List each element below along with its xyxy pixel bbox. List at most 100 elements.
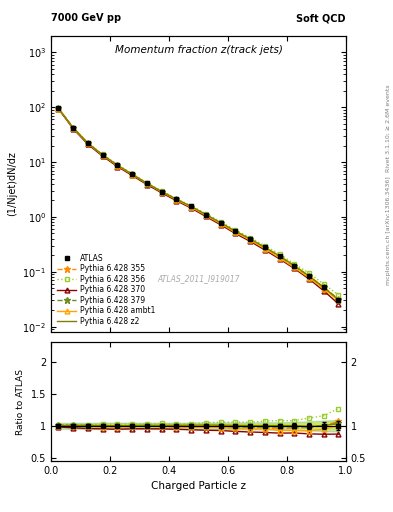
Pythia 6.428 ambt1 <box>277 255 282 261</box>
Pythia 6.428 ambt1 <box>86 140 90 146</box>
Pythia 6.428 z2 <box>71 125 75 131</box>
Pythia 6.428 370 <box>336 301 341 307</box>
Pythia 6.428 z2 <box>174 196 179 202</box>
Pythia 6.428 z2 <box>248 236 252 242</box>
Pythia 6.428 370 <box>130 173 134 179</box>
Pythia 6.428 355 <box>86 140 90 146</box>
Line: Pythia 6.428 379: Pythia 6.428 379 <box>55 105 342 303</box>
Pythia 6.428 z2 <box>130 171 134 177</box>
Pythia 6.428 355 <box>307 273 311 280</box>
Pythia 6.428 379 <box>292 263 297 269</box>
Text: mcplots.cern.ch [arXiv:1306.3436]: mcplots.cern.ch [arXiv:1306.3436] <box>386 176 391 285</box>
Pythia 6.428 370 <box>204 214 208 220</box>
Y-axis label: (1/Njet)dN/dz: (1/Njet)dN/dz <box>7 152 17 217</box>
Pythia 6.428 379 <box>321 284 326 290</box>
Pythia 6.428 356 <box>71 124 75 131</box>
Pythia 6.428 370 <box>321 288 326 294</box>
Pythia 6.428 356 <box>218 219 223 225</box>
Pythia 6.428 ambt1 <box>174 197 179 203</box>
X-axis label: Charged Particle z: Charged Particle z <box>151 481 246 491</box>
Line: Pythia 6.428 370: Pythia 6.428 370 <box>56 106 341 306</box>
Pythia 6.428 356 <box>56 105 61 111</box>
Text: Soft QCD: Soft QCD <box>296 13 346 23</box>
Pythia 6.428 355 <box>263 245 267 251</box>
Legend: ATLAS, Pythia 6.428 355, Pythia 6.428 356, Pythia 6.428 370, Pythia 6.428 379, P: ATLAS, Pythia 6.428 355, Pythia 6.428 35… <box>55 251 158 328</box>
Text: 7000 GeV pp: 7000 GeV pp <box>51 13 121 23</box>
Pythia 6.428 z2 <box>100 152 105 158</box>
Pythia 6.428 355 <box>100 153 105 159</box>
Pythia 6.428 355 <box>189 204 193 210</box>
Pythia 6.428 370 <box>189 205 193 211</box>
Pythia 6.428 370 <box>248 238 252 244</box>
Text: Momentum fraction z(track jets): Momentum fraction z(track jets) <box>114 45 283 55</box>
Pythia 6.428 ambt1 <box>204 212 208 219</box>
Pythia 6.428 379 <box>86 140 90 146</box>
Pythia 6.428 z2 <box>189 203 193 209</box>
Pythia 6.428 ambt1 <box>115 162 120 168</box>
Pythia 6.428 356 <box>321 281 326 287</box>
Pythia 6.428 356 <box>263 243 267 249</box>
Pythia 6.428 356 <box>130 170 134 177</box>
Pythia 6.428 z2 <box>115 162 120 168</box>
Line: Pythia 6.428 z2: Pythia 6.428 z2 <box>59 109 338 300</box>
Pythia 6.428 356 <box>248 234 252 241</box>
Pythia 6.428 355 <box>248 237 252 243</box>
Pythia 6.428 z2 <box>86 140 90 146</box>
Pythia 6.428 370 <box>277 256 282 262</box>
Pythia 6.428 370 <box>174 198 179 204</box>
Pythia 6.428 z2 <box>277 253 282 259</box>
Pythia 6.428 356 <box>233 227 238 233</box>
Pythia 6.428 379 <box>159 188 164 195</box>
Pythia 6.428 370 <box>218 222 223 228</box>
Pythia 6.428 355 <box>174 197 179 203</box>
Pythia 6.428 370 <box>233 230 238 237</box>
Pythia 6.428 355 <box>115 163 120 169</box>
Pythia 6.428 356 <box>336 292 341 298</box>
Pythia 6.428 370 <box>100 153 105 159</box>
Pythia 6.428 356 <box>115 161 120 167</box>
Pythia 6.428 379 <box>56 105 61 112</box>
Pythia 6.428 379 <box>71 125 75 131</box>
Pythia 6.428 z2 <box>336 296 341 303</box>
Pythia 6.428 356 <box>307 270 311 276</box>
Pythia 6.428 356 <box>189 203 193 209</box>
Pythia 6.428 379 <box>218 220 223 226</box>
Pythia 6.428 379 <box>145 181 149 187</box>
Pythia 6.428 379 <box>174 197 179 203</box>
Pythia 6.428 z2 <box>307 273 311 279</box>
Pythia 6.428 379 <box>263 245 267 251</box>
Pythia 6.428 ambt1 <box>292 264 297 270</box>
Pythia 6.428 ambt1 <box>336 297 341 304</box>
Pythia 6.428 ambt1 <box>130 172 134 178</box>
Pythia 6.428 356 <box>145 180 149 186</box>
Pythia 6.428 379 <box>336 296 341 303</box>
Pythia 6.428 ambt1 <box>71 125 75 131</box>
Pythia 6.428 355 <box>204 212 208 218</box>
Pythia 6.428 355 <box>321 284 326 290</box>
Pythia 6.428 379 <box>204 212 208 218</box>
Pythia 6.428 356 <box>277 251 282 257</box>
Pythia 6.428 ambt1 <box>218 221 223 227</box>
Pythia 6.428 356 <box>86 140 90 146</box>
Pythia 6.428 ambt1 <box>248 237 252 243</box>
Pythia 6.428 370 <box>115 163 120 169</box>
Pythia 6.428 356 <box>100 152 105 158</box>
Pythia 6.428 370 <box>71 125 75 132</box>
Pythia 6.428 ambt1 <box>189 204 193 210</box>
Pythia 6.428 z2 <box>292 263 297 269</box>
Line: Pythia 6.428 356: Pythia 6.428 356 <box>56 106 341 297</box>
Pythia 6.428 355 <box>218 220 223 226</box>
Pythia 6.428 370 <box>145 181 149 187</box>
Text: ATLAS_2011_I919017: ATLAS_2011_I919017 <box>157 274 240 283</box>
Pythia 6.428 ambt1 <box>321 286 326 292</box>
Pythia 6.428 z2 <box>218 220 223 226</box>
Pythia 6.428 370 <box>159 190 164 196</box>
Pythia 6.428 370 <box>86 141 90 147</box>
Pythia 6.428 356 <box>292 261 297 267</box>
Pythia 6.428 379 <box>115 162 120 168</box>
Pythia 6.428 z2 <box>321 284 326 290</box>
Pythia 6.428 355 <box>292 263 297 269</box>
Pythia 6.428 379 <box>189 204 193 210</box>
Pythia 6.428 ambt1 <box>56 105 61 112</box>
Line: Pythia 6.428 ambt1: Pythia 6.428 ambt1 <box>56 106 341 303</box>
